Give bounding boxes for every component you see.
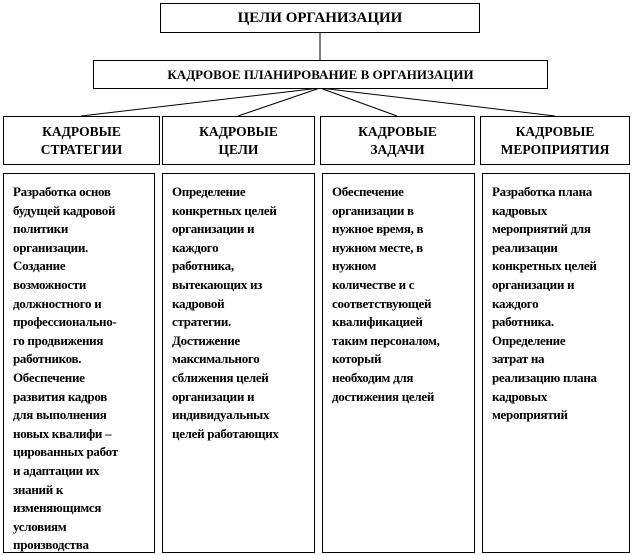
body-text-line: каждого: [172, 239, 219, 255]
org-goals-title: ЦЕЛИ ОРГАНИЗАЦИИ: [237, 9, 403, 26]
header-line: КАДРОВЫЕ: [199, 123, 278, 139]
body-text-line: организации и: [172, 221, 255, 237]
body-strategies: Разработка основ будущей кадровой политики…: [3, 173, 155, 553]
body-text-line: Определение: [172, 184, 246, 199]
body-text-line: новых квалифи –: [13, 425, 112, 441]
body-text-line: возможности: [13, 276, 87, 292]
header-strategies: КАДРОВЫЕ СТРАТЕГИИ: [3, 116, 160, 165]
body-text-line: количестве и с: [332, 276, 415, 292]
body-text-line: Обеспечение: [13, 369, 85, 385]
body-text-line: необходим для: [332, 369, 414, 385]
body-text-line: работника,: [172, 258, 234, 274]
body-text-line: Создание: [13, 258, 66, 274]
header-line: КАДРОВЫЕ: [515, 123, 595, 139]
header-tasks: КАДРОВЫЕ ЗАДАЧИ: [320, 116, 475, 165]
header-line: КАДРОВЫЕ: [358, 123, 437, 139]
body-text-line: условиям: [13, 518, 67, 534]
body-text-line: Обеспечение: [332, 184, 404, 199]
body-text-line: вытекающих из: [172, 276, 263, 292]
body-text-line: организации в: [332, 202, 414, 218]
body-text-line: знаний к: [13, 481, 64, 497]
body-text-line: работника.: [492, 314, 554, 330]
body-text-line: для выполнения: [13, 407, 107, 423]
connector-tasks: [319, 87, 398, 117]
header-line: ЦЕЛИ: [218, 141, 259, 157]
org-goals-box: ЦЕЛИ ОРГАНИЗАЦИИ: [160, 3, 480, 33]
body-text-line: политики: [13, 221, 69, 237]
connector-activities: [319, 87, 556, 117]
body-text-line: кадровых: [492, 388, 548, 404]
body-text-line: каждого: [492, 295, 539, 311]
connector-strategies: [80, 87, 321, 117]
body-text-line: реализации: [492, 239, 558, 255]
body-text-line: нужном: [332, 258, 377, 274]
header-goals: КАДРОВЫЕ ЦЕЛИ: [162, 116, 315, 165]
body-text-line: будущей кадровой: [13, 202, 116, 218]
body-text-line: Разработка основ: [13, 184, 111, 199]
body-text-line: нужном месте, в: [332, 239, 423, 255]
body-text-line: нужное время, в: [332, 221, 424, 237]
body-text-line: Достижение: [172, 332, 240, 348]
body-text-line: кадровой: [172, 295, 225, 311]
header-line: ЗАДАЧИ: [370, 141, 425, 157]
body-text-line: развития кадров: [13, 388, 107, 404]
body-text-line: сближения целей: [172, 369, 269, 385]
hr-planning-box: КАДРОВОЕ ПЛАНИРОВАНИЕ В ОРГАНИЗАЦИИ: [93, 60, 548, 89]
body-text-line: изменяющимся: [13, 500, 102, 516]
body-text-line: Разработка плана: [492, 184, 592, 199]
body-text-line: производства: [13, 537, 89, 553]
body-text-line: работников.: [13, 351, 82, 367]
body-text-line: целей работающих: [172, 425, 279, 441]
body-text-line: должностного и: [13, 295, 102, 311]
body-text-line: стратегии.: [172, 314, 231, 330]
header-line: МЕРОПРИЯТИЯ: [500, 141, 610, 157]
body-text-line: мероприятий: [492, 407, 568, 423]
header-activities: КАДРОВЫЕ МЕРОПРИЯТИЯ: [480, 116, 630, 165]
body-text-line: цированных работ: [13, 444, 118, 460]
body-text-line: организации и: [492, 276, 575, 292]
body-text-line: организации.: [13, 239, 88, 255]
body-text-line: конкретных целей: [492, 258, 597, 274]
body-text-line: который: [332, 351, 382, 367]
body-text-line: максимального: [172, 351, 260, 367]
body-text-line: соответствующей: [332, 295, 432, 311]
connector-goals: [237, 87, 321, 117]
body-tasks: Обеспечение организации в нужное время, в н…: [322, 173, 475, 553]
hr-planning-title: КАДРОВОЕ ПЛАНИРОВАНИЕ В ОРГАНИЗАЦИИ: [167, 66, 474, 82]
body-text-line: конкретных целей: [172, 202, 277, 218]
body-text-line: достижения целей: [332, 388, 435, 404]
body-text-line: реализацию плана: [492, 369, 597, 385]
body-goals: Определение конкретных целей организации и…: [162, 173, 315, 553]
body-text-line: индивидуальных: [172, 407, 270, 423]
body-activities: Разработка плана кадровых мероприятий для р…: [482, 173, 630, 553]
body-text-line: кадровых: [492, 202, 548, 218]
header-line: КАДРОВЫЕ: [42, 123, 121, 139]
body-text-line: и адаптации их: [13, 462, 100, 478]
body-text-line: квалификацией: [332, 314, 423, 330]
header-line: СТРАТЕГИИ: [40, 141, 123, 157]
body-text-line: организации и: [172, 388, 255, 404]
body-text-line: го продвижения: [13, 332, 104, 348]
body-text-line: профессионально-: [13, 314, 117, 330]
body-text-line: затрат на: [492, 351, 545, 367]
body-text-line: таким персоналом,: [332, 332, 440, 348]
body-text-line: мероприятий для: [492, 221, 591, 237]
body-text-line: Определение: [492, 332, 566, 348]
